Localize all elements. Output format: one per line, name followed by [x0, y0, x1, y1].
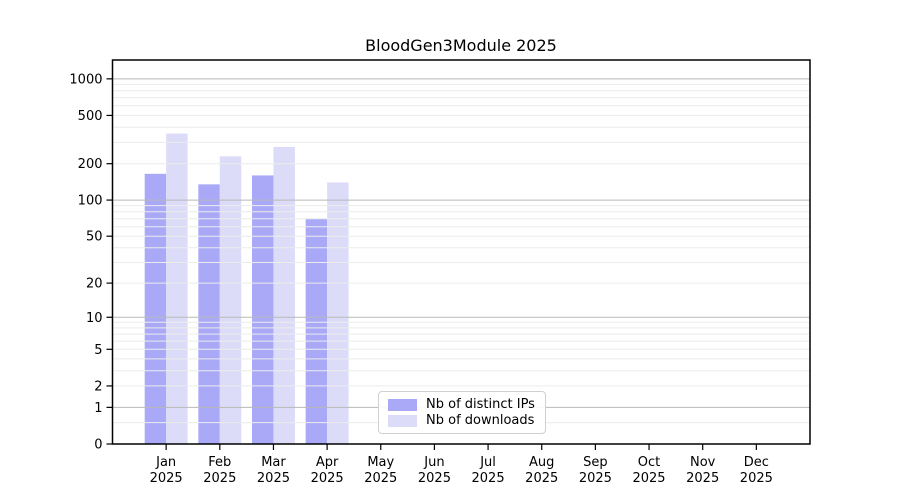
y-tick-label-50: 50	[86, 230, 103, 245]
bar-feb-downloads	[219, 156, 242, 444]
bar-mar-downloads	[273, 146, 295, 445]
legend-label-distinct-ips: Nb of distinct IPs	[426, 397, 535, 412]
y-tick-label-200: 200	[78, 157, 103, 172]
legend-swatch-distinct-ips	[388, 398, 417, 411]
y-tick-label-20: 20	[86, 277, 103, 292]
x-tick-label-month-aug: Aug	[529, 455, 554, 470]
x-tick-label-month-nov: Nov	[690, 455, 716, 470]
bar-apr-downloads	[327, 182, 349, 444]
legend-swatch-downloads	[388, 414, 417, 427]
x-tick-label-month-sep: Sep	[583, 455, 608, 470]
x-tick-label-month-jun: Jun	[423, 455, 444, 470]
legend-item-downloads: Nb of downloads	[388, 414, 545, 427]
x-tick-label-year-jan: 2025	[150, 471, 183, 486]
x-tick-label-year-jun: 2025	[418, 471, 451, 486]
x-tick-label-year-aug: 2025	[525, 471, 558, 486]
x-tick-label-year-sep: 2025	[579, 471, 612, 486]
y-tick-label-500: 500	[78, 109, 103, 124]
y-tick-label-2: 2	[94, 379, 102, 394]
x-tick-label-year-dec: 2025	[740, 471, 773, 486]
bar-mar-distinct-ips	[252, 175, 274, 444]
y-tick-label-0: 0	[94, 438, 102, 453]
x-tick-label-month-feb: Feb	[208, 455, 231, 470]
bar-feb-distinct-ips	[198, 184, 220, 444]
x-tick-label-year-apr: 2025	[311, 471, 344, 486]
y-tick-label-1000: 1000	[69, 72, 102, 87]
plot-border	[111, 59, 811, 445]
x-tick-label-month-oct: Oct	[638, 455, 660, 470]
x-tick-label-month-dec: Dec	[744, 455, 769, 470]
x-tick-label-month-jul: Jul	[479, 455, 496, 470]
chart-title: BloodGen3Module 2025	[365, 36, 557, 55]
x-tick-label-year-jul: 2025	[472, 471, 505, 486]
legend-item-distinct-ips: Nb of distinct IPs	[388, 398, 545, 411]
x-tick-label-year-feb: 2025	[203, 471, 236, 486]
y-tick-label-5: 5	[94, 343, 102, 358]
x-tick-label-month-jan: Jan	[155, 455, 176, 470]
y-tick-label-1: 1	[94, 401, 102, 416]
x-tick-label-year-may: 2025	[364, 471, 397, 486]
x-tick-label-month-mar: Mar	[261, 455, 286, 470]
x-tick-label-year-oct: 2025	[632, 471, 665, 486]
legend-label-downloads: Nb of downloads	[426, 413, 535, 428]
legend: Nb of distinct IPs Nb of downloads	[378, 391, 546, 434]
y-tick-label-100: 100	[78, 194, 103, 209]
x-tick-label-year-mar: 2025	[257, 471, 290, 486]
x-tick-label-year-nov: 2025	[686, 471, 719, 486]
x-tick-label-month-apr: Apr	[316, 455, 339, 470]
bar-jan-downloads	[166, 133, 188, 445]
bar-jan-distinct-ips	[144, 173, 167, 444]
x-tick-label-month-may: May	[367, 455, 394, 470]
bar-apr-distinct-ips	[305, 218, 328, 444]
y-tick-label-10: 10	[86, 311, 103, 326]
